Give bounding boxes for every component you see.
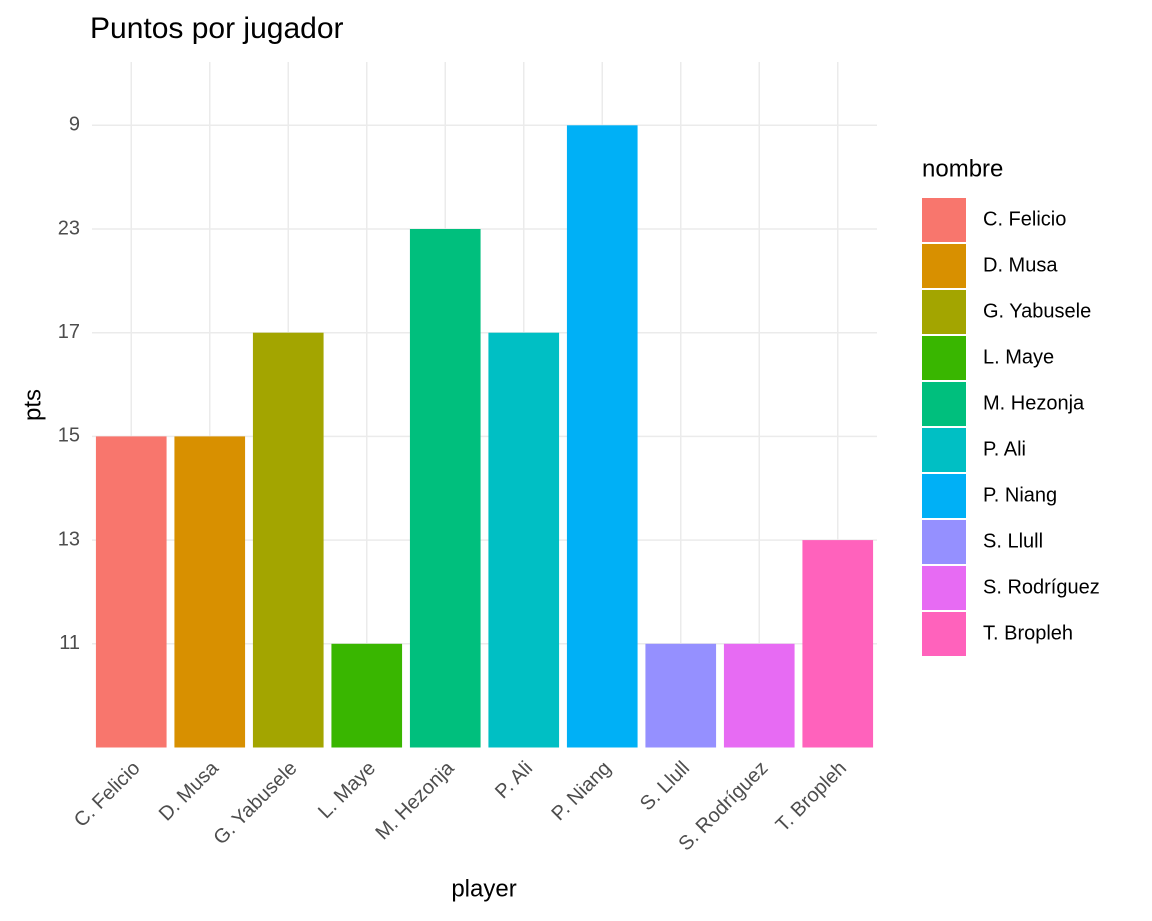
x-tick-label: D. Musa (155, 757, 224, 826)
legend-label: G. Yabusele (983, 300, 1091, 322)
legend-key (922, 198, 966, 242)
x-tick-label: P. Niang (548, 757, 616, 825)
bar (802, 540, 874, 748)
bar (409, 229, 481, 748)
legend-label: L. Maye (983, 346, 1054, 368)
legend-key (922, 428, 966, 472)
legend-label: T. Bropleh (983, 622, 1073, 644)
legend-label: M. Hezonja (983, 392, 1085, 414)
legend-title: nombre (922, 155, 1003, 182)
legend-key (922, 290, 966, 334)
legend-label: P. Niang (983, 484, 1057, 506)
legend-label: S. Llull (983, 530, 1043, 552)
y-tick-label: 15 (58, 425, 80, 447)
bar (174, 436, 246, 748)
legend-label: P. Ali (983, 438, 1026, 460)
y-axis-title: pts (19, 389, 46, 421)
x-tick-label: P. Ali (491, 757, 537, 803)
x-axis-title: player (451, 875, 516, 902)
chart-title: Puntos por jugador (90, 12, 344, 45)
bar (566, 125, 638, 748)
legend-key (922, 244, 966, 288)
legend-key (922, 566, 966, 610)
x-tick-label: C. Felicio (70, 757, 145, 832)
y-tick-label: 23 (58, 217, 80, 239)
legend-label: C. Felicio (983, 208, 1066, 230)
bar (331, 643, 403, 748)
x-tick-label: S. Llull (636, 757, 694, 815)
x-tick-label: G. Yabusele (209, 757, 301, 849)
bar (488, 332, 560, 748)
bar (723, 643, 795, 748)
bar (645, 643, 717, 748)
x-tick-label: M. Hezonja (371, 757, 459, 845)
y-tick-label: 9 (69, 114, 80, 136)
x-tick-label: T. Bropleh (772, 757, 851, 836)
y-tick-label: 17 (58, 321, 80, 343)
legend-label: D. Musa (983, 254, 1058, 276)
legend-key (922, 520, 966, 564)
legend-key (922, 336, 966, 380)
legend-label: S. Rodríguez (983, 576, 1100, 598)
y-tick-label: 11 (59, 632, 80, 654)
bar (252, 332, 324, 748)
legend-key (922, 382, 966, 426)
bar (95, 436, 167, 748)
x-tick-label: L. Maye (314, 757, 380, 823)
legend-key (922, 612, 966, 656)
y-tick-label: 13 (58, 528, 80, 550)
legend-key (922, 474, 966, 518)
